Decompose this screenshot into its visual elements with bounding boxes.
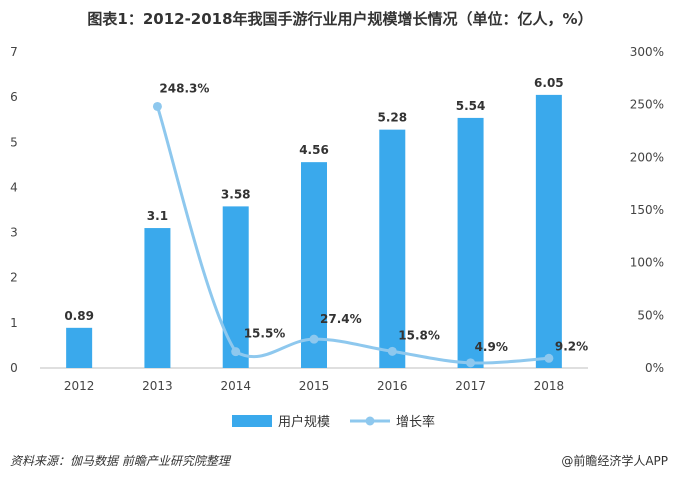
bar-value-label: 6.05	[534, 76, 564, 90]
x-tick-label: 2012	[64, 379, 95, 393]
left-tick-label: 6	[10, 90, 18, 104]
bar	[457, 117, 484, 368]
right-tick-label: 150%	[630, 203, 664, 217]
line-value-label: 9.2%	[555, 339, 588, 353]
left-tick-label: 2	[10, 271, 18, 285]
line-point	[544, 353, 554, 363]
line-value-label: 27.4%	[320, 312, 362, 326]
right-tick-label: 300%	[630, 45, 664, 59]
bar-series: 0.89 3.1 3.58 4.56 5.28 5.54 6.05	[64, 76, 564, 368]
x-tick-label: 2014	[220, 379, 251, 393]
bar	[144, 228, 171, 368]
line-value-label: 4.9%	[475, 340, 508, 354]
left-tick-label: 4	[10, 180, 18, 194]
legend-bar-swatch	[232, 415, 272, 427]
bar	[301, 162, 327, 368]
line-point	[152, 101, 162, 111]
line-point	[387, 346, 397, 356]
line-value-label: 15.5%	[244, 327, 286, 341]
right-tick-label: 0%	[645, 361, 664, 375]
line-point	[309, 334, 319, 344]
line-series: 248.3% 15.5% 27.4% 15.8% 4.9% 9.2%	[152, 81, 588, 368]
bar-value-label: 3.58	[221, 187, 251, 201]
x-tick-label: 2018	[534, 379, 565, 393]
x-axis: 2012 2013 2014 2015 2016 2017 2018	[64, 379, 564, 393]
bar-value-label: 5.28	[377, 111, 407, 125]
x-tick-label: 2017	[455, 379, 486, 393]
brand-note: @前瞻经济学人APP	[561, 454, 668, 468]
x-tick-label: 2013	[142, 379, 173, 393]
right-tick-label: 50%	[637, 308, 664, 322]
source-note: 资料来源：伽马数据 前瞻产业研究院整理	[10, 454, 230, 468]
bar-value-label: 5.54	[456, 99, 486, 113]
legend-bar-label: 用户规模	[278, 414, 330, 430]
right-tick-label: 200%	[630, 150, 664, 164]
legend-line-marker	[365, 416, 375, 426]
bar-value-label: 0.89	[64, 309, 94, 323]
left-tick-label: 7	[10, 45, 18, 59]
right-tick-label: 250%	[630, 98, 664, 112]
line-point	[231, 347, 241, 357]
x-tick-label: 2016	[377, 379, 408, 393]
line-value-label: 15.8%	[398, 328, 440, 342]
x-tick-label: 2015	[299, 379, 330, 393]
left-tick-label: 5	[10, 135, 18, 149]
bar	[379, 129, 406, 368]
line-value-label: 248.3%	[159, 81, 209, 95]
line-point	[466, 358, 476, 368]
right-axis: 0% 50% 100% 150% 200% 250% 300%	[630, 45, 664, 375]
bar	[535, 94, 562, 368]
right-tick-label: 100%	[630, 256, 664, 270]
bar-value-label: 4.56	[299, 143, 329, 157]
bar	[66, 327, 93, 368]
bar-value-label: 3.1	[147, 209, 168, 223]
bar	[222, 206, 249, 368]
left-tick-label: 0	[10, 361, 18, 375]
left-tick-label: 3	[10, 226, 18, 240]
chart-title: 图表1：2012-2018年我国手游行业用户规模增长情况（单位：亿人，%）	[87, 10, 593, 28]
left-tick-label: 1	[10, 316, 18, 330]
left-axis: 0 1 2 3 4 5 6 7	[10, 45, 18, 375]
legend: 用户规模 增长率	[232, 414, 435, 430]
legend-line-label: 增长率	[396, 414, 435, 430]
